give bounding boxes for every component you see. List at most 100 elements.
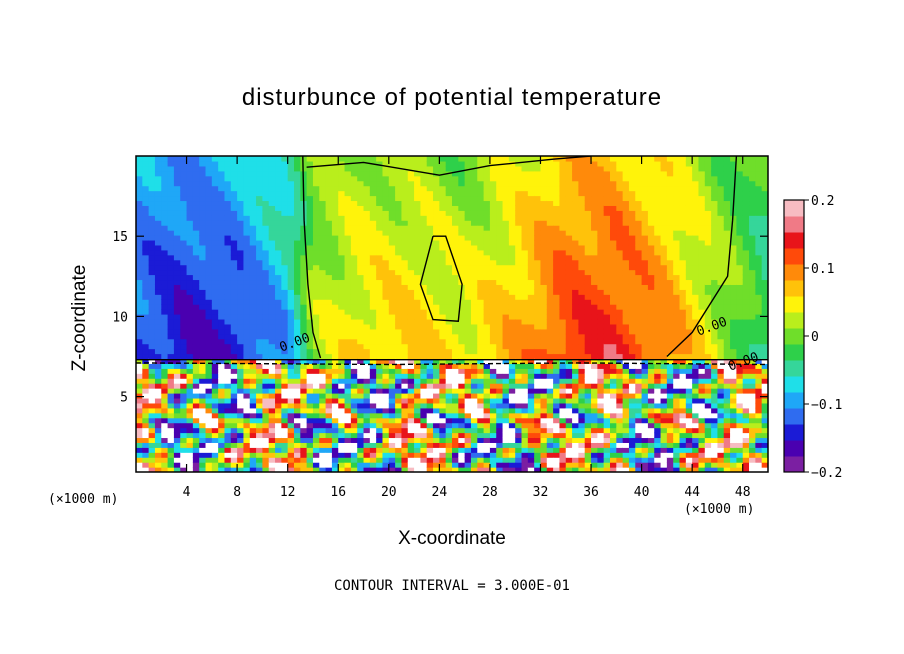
field-cell xyxy=(559,363,567,369)
field-cell xyxy=(357,205,365,211)
field-cell xyxy=(414,205,421,211)
field-cell xyxy=(205,200,213,206)
field-cell xyxy=(275,427,282,434)
field-cell xyxy=(325,289,333,295)
field-cell xyxy=(294,343,301,350)
field-cell xyxy=(205,264,213,271)
field-cell xyxy=(546,175,554,182)
field-cell xyxy=(237,338,245,345)
field-cell xyxy=(331,328,339,335)
field-cell xyxy=(578,269,586,276)
field-cell xyxy=(186,412,194,419)
field-cell xyxy=(256,264,263,271)
field-cell xyxy=(401,195,409,202)
field-cell xyxy=(395,195,403,202)
field-cell xyxy=(414,279,421,285)
field-cell xyxy=(489,249,497,256)
field-cell xyxy=(458,442,466,448)
field-cell xyxy=(610,397,617,404)
field-cell xyxy=(186,264,194,271)
field-cell xyxy=(395,160,403,167)
field-cell xyxy=(559,220,567,226)
field-cell xyxy=(363,383,371,389)
field-cell xyxy=(376,343,384,350)
field-cell xyxy=(395,437,403,443)
field-cell xyxy=(433,220,440,226)
field-cell xyxy=(218,170,226,177)
field-cell xyxy=(407,437,415,443)
field-cell xyxy=(489,358,497,364)
field-cell xyxy=(458,417,466,424)
field-cell xyxy=(407,190,415,197)
field-cell xyxy=(445,269,453,276)
field-cell xyxy=(622,378,630,384)
field-cell xyxy=(205,279,213,285)
field-cell xyxy=(553,195,561,202)
field-cell xyxy=(553,215,561,221)
field-cell xyxy=(616,388,624,394)
field-cell xyxy=(369,254,377,261)
field-cell xyxy=(167,328,175,335)
field-cell xyxy=(559,205,567,211)
field-cell xyxy=(420,309,428,315)
field-cell xyxy=(192,274,200,281)
field-cell xyxy=(414,190,421,197)
field-cell xyxy=(452,427,459,434)
field-cell xyxy=(262,160,270,167)
field-cell xyxy=(294,417,301,424)
field-cell xyxy=(192,333,200,340)
field-cell xyxy=(300,388,308,394)
field-cell xyxy=(439,368,447,374)
field-cell xyxy=(344,328,352,335)
field-cell xyxy=(161,467,169,472)
field-cell xyxy=(603,274,611,281)
field-cell xyxy=(395,284,403,290)
field-cell xyxy=(470,230,478,236)
field-cell xyxy=(464,264,472,271)
field-cell xyxy=(433,244,440,251)
field-cell xyxy=(243,442,251,448)
field-cell xyxy=(161,190,169,197)
field-cell xyxy=(414,407,421,414)
field-cell xyxy=(281,407,289,414)
field-cell xyxy=(477,220,485,226)
field-cell xyxy=(565,274,573,281)
field-cell xyxy=(395,368,403,374)
field-cell xyxy=(363,165,371,172)
field-cell xyxy=(230,462,238,468)
field-cell xyxy=(312,353,320,360)
field-cell xyxy=(521,309,529,315)
field-cell xyxy=(249,180,257,187)
field-cell xyxy=(211,190,219,197)
field-cell xyxy=(388,333,396,340)
field-cell xyxy=(312,467,320,472)
field-cell xyxy=(584,318,592,325)
field-cell xyxy=(218,210,226,216)
field-cell xyxy=(192,343,200,350)
field-cell xyxy=(211,368,219,374)
field-cell xyxy=(565,269,573,276)
field-cell xyxy=(597,195,605,202)
field-cell xyxy=(414,299,421,305)
field-cell xyxy=(161,239,169,246)
field-cell xyxy=(319,388,327,394)
field-cell xyxy=(268,299,276,305)
field-cell xyxy=(281,383,289,389)
field-cell xyxy=(300,239,308,246)
field-cell xyxy=(584,210,592,216)
field-cell xyxy=(363,244,371,251)
field-cell xyxy=(483,358,491,364)
field-cell xyxy=(199,397,207,404)
field-cell xyxy=(180,422,188,429)
field-cell xyxy=(369,333,377,340)
field-cell xyxy=(287,333,295,340)
field-cell xyxy=(186,447,194,453)
field-cell xyxy=(161,235,169,241)
field-cell xyxy=(142,244,150,251)
field-cell xyxy=(395,230,403,236)
field-cell xyxy=(559,427,567,434)
field-cell xyxy=(136,239,143,246)
field-cell xyxy=(230,442,238,448)
field-cell xyxy=(350,412,358,419)
field-cell xyxy=(445,210,453,216)
